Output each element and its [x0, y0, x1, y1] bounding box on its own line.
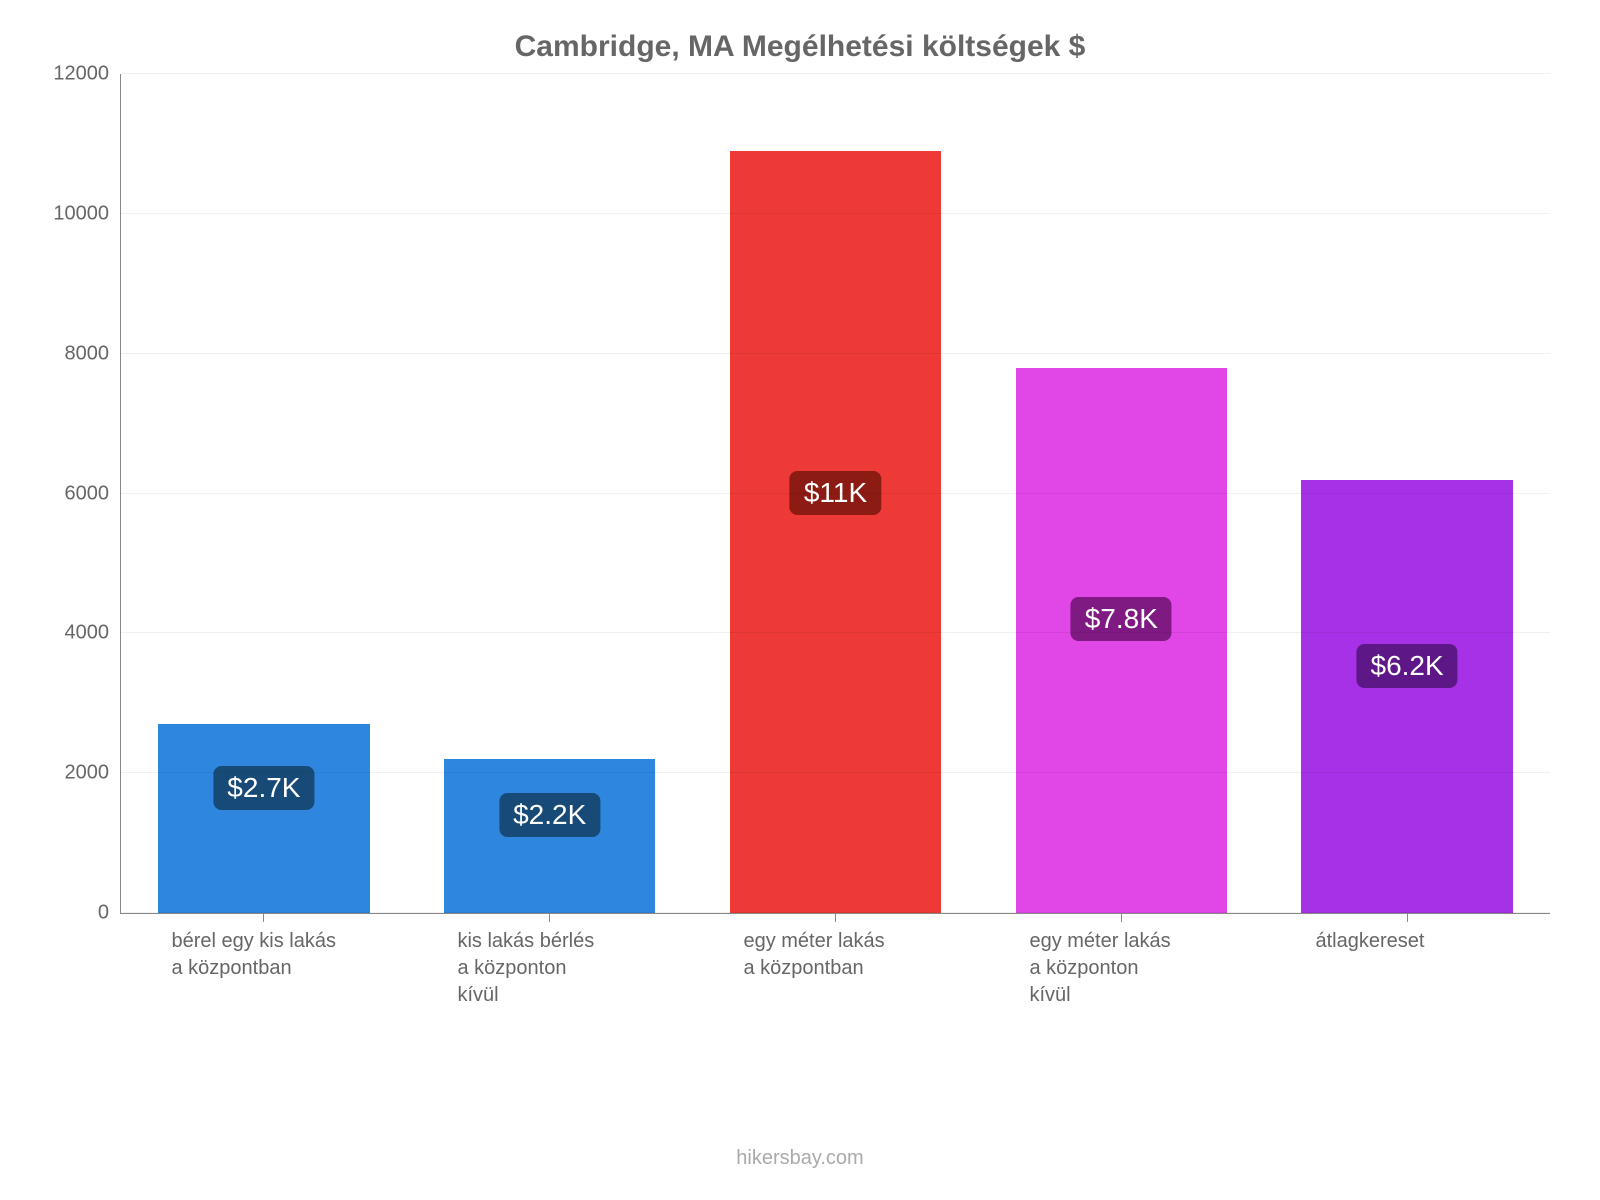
bar-slot: $6.2K	[1264, 74, 1550, 913]
grid-line	[121, 73, 1550, 74]
bar-value-label: $7.8K	[1071, 597, 1172, 641]
x-tick	[549, 914, 550, 922]
bar: $7.8K	[1016, 368, 1228, 913]
plot-area: $2.7K$2.2K$11K$7.8K$6.2K 020004000600080…	[120, 74, 1550, 914]
y-tick-label: 8000	[65, 342, 122, 365]
bar-value-label: $2.2K	[499, 793, 600, 837]
bar: $11K	[730, 151, 942, 913]
x-tick	[263, 914, 264, 922]
grid-line	[121, 912, 1550, 913]
x-label-slot: bérel egy kis lakása központban	[120, 928, 406, 1009]
bar-value-label: $6.2K	[1356, 644, 1457, 688]
x-label-slot: kis lakás bérlésa központonkívül	[406, 928, 692, 1009]
chart-frame: Cambridge, MA Megélhetési költségek $ $2…	[50, 30, 1550, 1030]
y-tick-label: 6000	[65, 482, 122, 505]
plot-wrap: $2.7K$2.2K$11K$7.8K$6.2K 020004000600080…	[120, 74, 1550, 914]
bar-slot: $2.2K	[407, 74, 693, 913]
footer-credit: hikersbay.com	[0, 1147, 1600, 1170]
bar: $2.7K	[158, 724, 370, 913]
y-tick-label: 0	[98, 902, 121, 925]
bar-slot: $11K	[693, 74, 979, 913]
bar: $6.2K	[1301, 480, 1513, 913]
x-axis-label: egy méter lakása központban	[692, 928, 978, 982]
grid-line	[121, 632, 1550, 633]
x-label-slot: egy méter lakása központonkívül	[978, 928, 1264, 1009]
x-label-slot: egy méter lakása központban	[692, 928, 978, 1009]
x-tick	[1121, 914, 1122, 922]
x-label-slot: átlagkereset	[1264, 928, 1550, 1009]
y-tick-label: 10000	[53, 202, 121, 225]
x-axis-label: átlagkereset	[1264, 928, 1550, 955]
grid-line	[121, 213, 1550, 214]
y-tick-label: 12000	[53, 63, 121, 86]
x-axis-label: egy méter lakása központonkívül	[978, 928, 1264, 1009]
bar: $2.2K	[444, 759, 656, 913]
y-tick-label: 4000	[65, 622, 122, 645]
x-tick	[835, 914, 836, 922]
bar-slot: $2.7K	[121, 74, 407, 913]
chart-title: Cambridge, MA Megélhetési költségek $	[50, 30, 1550, 64]
x-axis-label: bérel egy kis lakása központban	[120, 928, 406, 982]
x-axis-labels: bérel egy kis lakása központbankis lakás…	[120, 928, 1550, 1009]
grid-line	[121, 493, 1550, 494]
bar-slot: $7.8K	[978, 74, 1264, 913]
x-tick	[1407, 914, 1408, 922]
grid-line	[121, 353, 1550, 354]
grid-line	[121, 772, 1550, 773]
bars-container: $2.7K $2.2K $11K $7.8K $6.2K	[121, 74, 1550, 913]
y-tick-label: 2000	[65, 762, 122, 785]
x-axis-label: kis lakás bérlésa központonkívül	[406, 928, 692, 1009]
